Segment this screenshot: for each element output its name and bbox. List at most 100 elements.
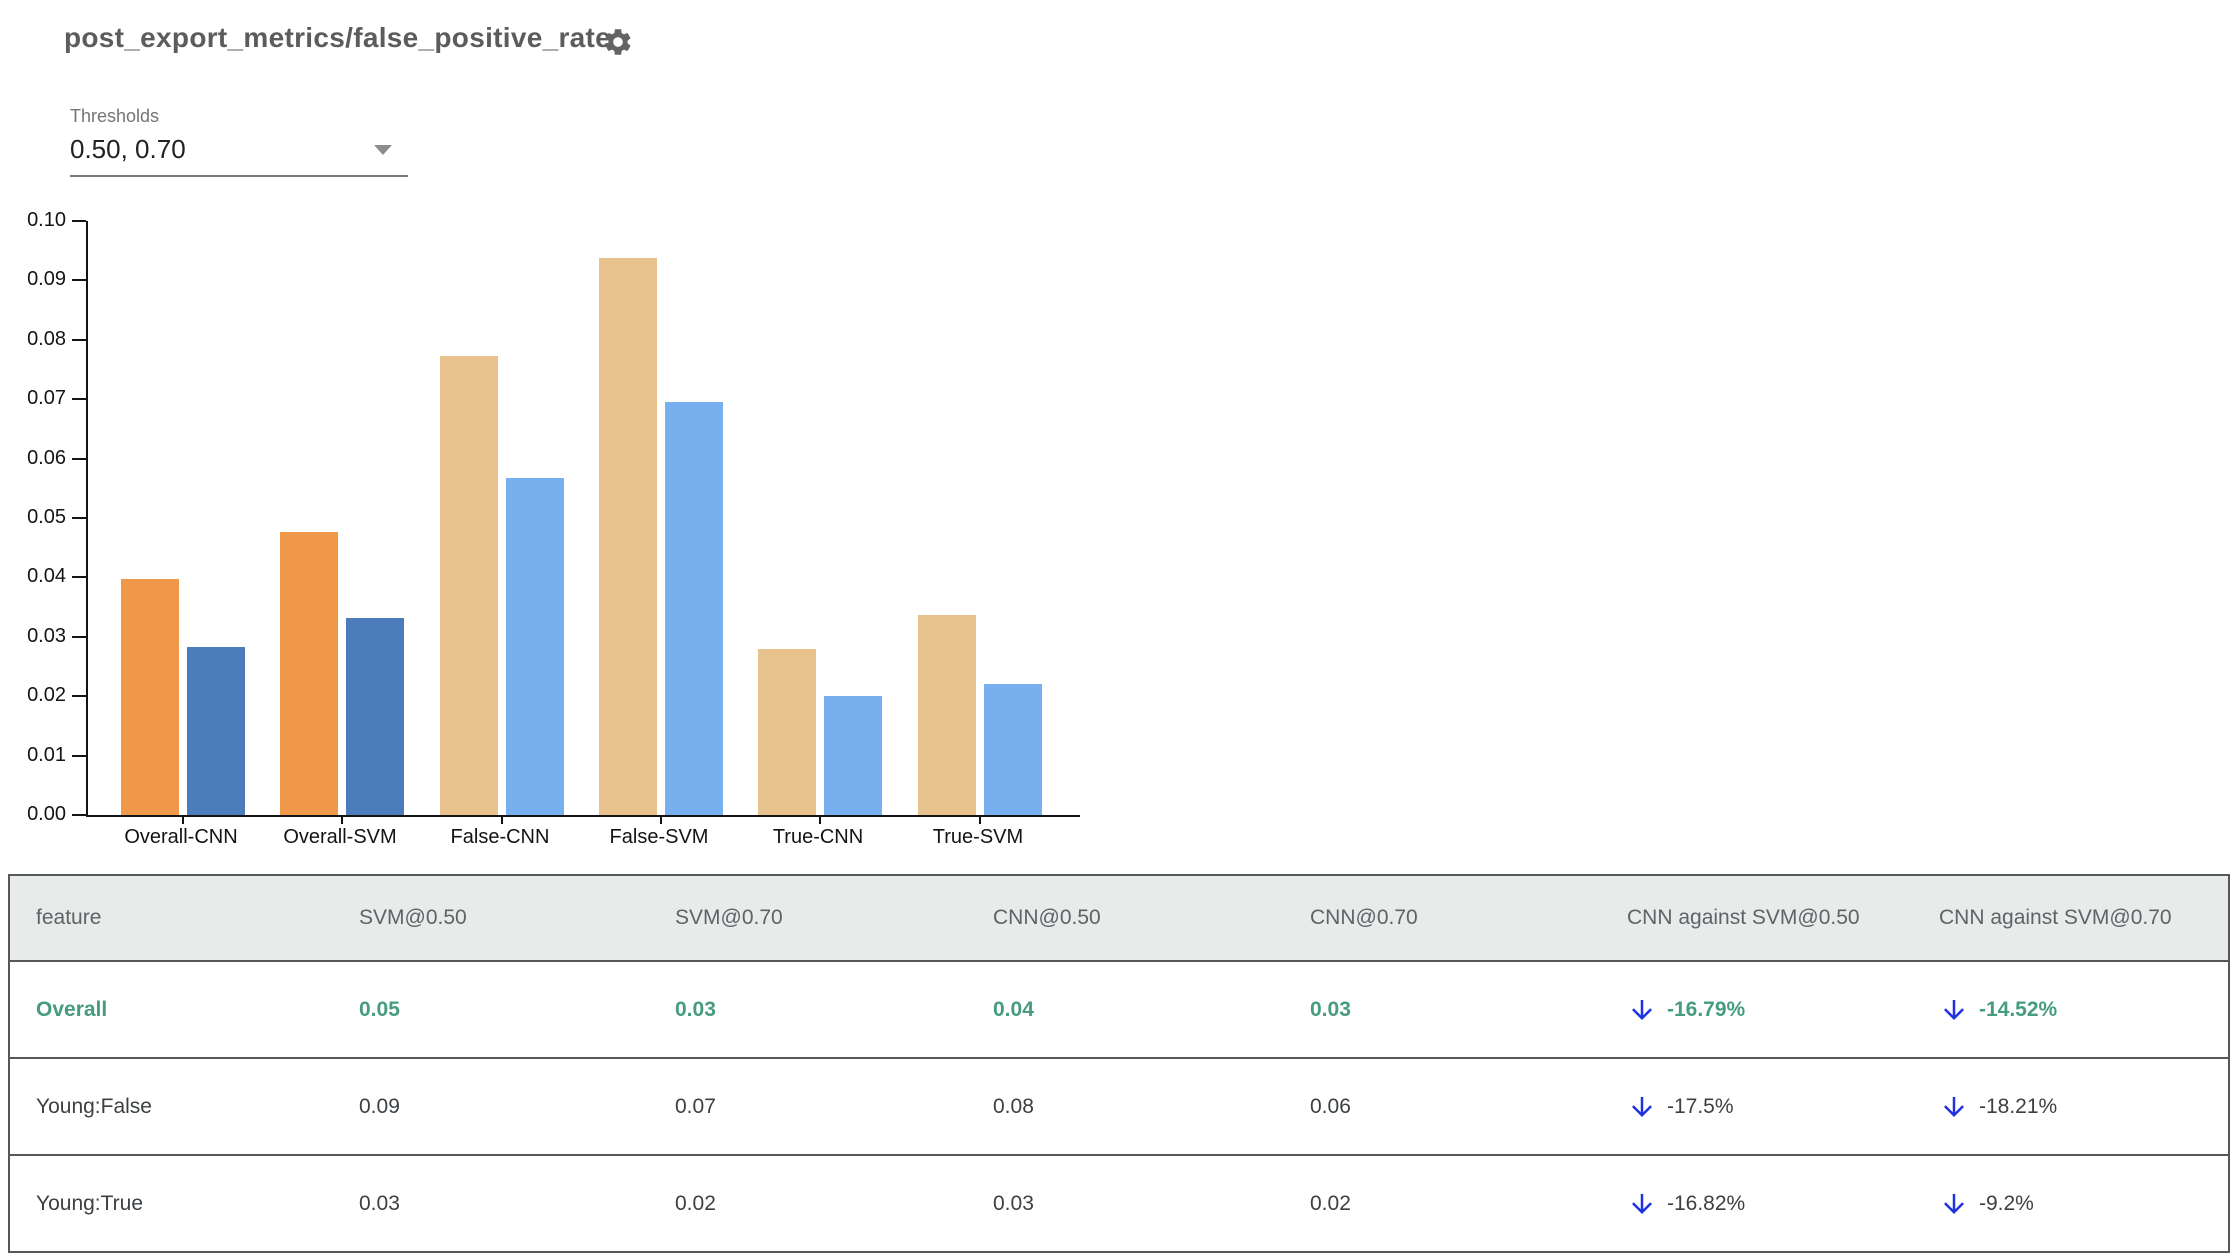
x-axis-label-true-svm: True-SVM xyxy=(932,826,1024,848)
bar-true-svm-threshold-0-70[interactable] xyxy=(984,684,1042,815)
metric-value-cell: 0.08 xyxy=(961,1057,1278,1155)
y-axis-label: 0.03 xyxy=(27,624,66,647)
comparison-cell: -9.2% xyxy=(1907,1154,2229,1252)
settings-gear-icon[interactable] xyxy=(602,26,634,58)
bar-false-cnn-threshold-0-50[interactable] xyxy=(440,356,498,815)
comparison-cell: -16.79% xyxy=(1595,960,1907,1058)
dropdown-caret-icon xyxy=(374,144,392,155)
thresholds-label: Thresholds xyxy=(70,106,160,126)
down-arrow-icon xyxy=(1632,1193,1652,1214)
bar-group-false-svm xyxy=(599,258,723,815)
y-axis-tick xyxy=(72,814,86,816)
y-axis-tick xyxy=(72,517,86,519)
comparison-cell: -18.21% xyxy=(1907,1057,2229,1155)
thresholds-value: 0.50, 0.70 xyxy=(70,134,186,164)
delta-value: -14.52% xyxy=(1979,997,2058,1021)
metric-value-cell: 0.06 xyxy=(1278,1057,1595,1155)
x-axis-tick xyxy=(819,815,821,824)
down-arrow-icon xyxy=(1944,1193,1964,1214)
y-axis-label: 0.02 xyxy=(27,684,66,707)
y-axis-label: 0.07 xyxy=(27,387,66,410)
feature-cell: Young:True xyxy=(9,1154,327,1252)
bar-overall-svm-threshold-0-70[interactable] xyxy=(346,618,404,815)
bar-group-overall-cnn xyxy=(121,579,245,815)
bar-group-true-cnn xyxy=(758,649,882,815)
y-axis-tick xyxy=(72,220,86,222)
y-axis-tick xyxy=(72,457,86,460)
bar-false-cnn-threshold-0-70[interactable] xyxy=(506,478,564,815)
column-header-cnn-against-svm-0-50: CNN against SVM@0.50 xyxy=(1595,874,1907,961)
table-row-overall[interactable]: Overall 0.05 0.03 0.04 0.03 -16.79% -14.52% xyxy=(9,960,2229,1058)
bar-overall-cnn-threshold-0-70[interactable] xyxy=(187,647,245,815)
metric-value-cell: 0.05 xyxy=(327,960,643,1058)
feature-cell: Overall xyxy=(9,960,327,1058)
down-arrow-icon xyxy=(1632,999,1652,1020)
column-header-svm-0-70: SVM@0.70 xyxy=(643,874,961,961)
x-axis-label-false-cnn: False-CNN xyxy=(450,826,550,848)
delta-value: -16.79% xyxy=(1667,997,1746,1021)
bar-chart: 0.00 0.01 0.02 0.03 0.04 0.05 0.06 0.07 0.08 0.09… xyxy=(0,0,1200,880)
table-header-row: feature SVM@0.50 SVM@0.70 CNN@0.50 CNN@0.70 C… xyxy=(9,874,2229,961)
column-header-cnn-0-70: CNN@0.70 xyxy=(1278,874,1595,961)
y-axis-label: 0.04 xyxy=(27,565,66,588)
feature-cell: Young:False xyxy=(9,1057,327,1155)
bar-true-cnn-threshold-0-70[interactable] xyxy=(824,696,882,815)
y-axis-label: 0.10 xyxy=(27,209,66,231)
bar-false-svm-threshold-0-50[interactable] xyxy=(599,258,657,815)
y-axis-label: 0.06 xyxy=(27,446,66,469)
metric-value-cell: 0.09 xyxy=(327,1057,643,1155)
metrics-table: feature SVM@0.50 SVM@0.70 CNN@0.50 CNN@0.70 C… xyxy=(8,874,2230,1253)
x-axis-tick xyxy=(182,815,184,824)
bar-overall-cnn-threshold-0-50[interactable] xyxy=(121,579,179,815)
metric-value-cell: 0.03 xyxy=(961,1154,1278,1252)
x-axis-label-true-cnn: True-CNN xyxy=(772,826,864,848)
thresholds-dropdown[interactable]: Thresholds 0.50, 0.70 xyxy=(70,106,408,177)
y-axis-tick xyxy=(72,338,86,341)
down-arrow-icon xyxy=(1944,1096,1964,1117)
x-axis-tick xyxy=(660,815,662,824)
x-axis-label-overall-svm: Overall-SVM xyxy=(283,826,397,848)
comparison-cell: -16.82% xyxy=(1595,1154,1907,1252)
thresholds-select[interactable]: 0.50, 0.70 xyxy=(70,134,408,177)
page-title: post_export_metrics/false_positive_rate xyxy=(64,22,612,53)
metric-value-cell: 0.02 xyxy=(643,1154,961,1252)
bar-overall-svm-threshold-0-50[interactable] xyxy=(280,532,338,815)
bar-group-true-svm xyxy=(918,615,1042,815)
bar-false-svm-threshold-0-70[interactable] xyxy=(665,402,723,815)
metric-value-cell: 0.03 xyxy=(643,960,961,1058)
y-axis-tick xyxy=(72,279,86,282)
chart-plot-area: 0.00 0.01 0.02 0.03 0.04 0.05 0.06 0.07 0.08 0.09… xyxy=(27,209,1080,825)
y-axis-label: 0.05 xyxy=(27,506,66,528)
y-axis-label: 0.09 xyxy=(27,268,66,291)
metric-value-cell: 0.02 xyxy=(1278,1154,1595,1252)
metric-value-cell: 0.04 xyxy=(961,960,1278,1058)
x-axis-label-false-svm: False-SVM xyxy=(609,826,709,848)
comparison-cell: -14.52% xyxy=(1907,960,2229,1058)
table-row-young-false[interactable]: Young:False 0.09 0.07 0.08 0.06 -17.5% -18.21% xyxy=(9,1057,2229,1155)
column-header-svm-0-50: SVM@0.50 xyxy=(327,874,643,961)
y-axis-tick xyxy=(72,754,86,757)
gear-icon xyxy=(605,29,631,55)
bar-true-svm-threshold-0-50[interactable] xyxy=(918,615,976,815)
down-arrow-icon xyxy=(1944,999,1964,1020)
column-header-feature: feature xyxy=(9,874,327,961)
y-axis-tick xyxy=(72,695,86,698)
comparison-cell: -17.5% xyxy=(1595,1057,1907,1155)
y-axis-tick xyxy=(72,398,86,401)
delta-value: -16.82% xyxy=(1667,1191,1746,1215)
metric-value-cell: 0.03 xyxy=(327,1154,643,1252)
metric-value-cell: 0.03 xyxy=(1278,960,1595,1058)
metric-value-cell: 0.07 xyxy=(643,1057,961,1155)
bar-true-cnn-threshold-0-50[interactable] xyxy=(758,649,816,815)
delta-value: -18.21% xyxy=(1979,1094,2058,1118)
x-axis-tick xyxy=(501,815,503,824)
y-axis-label: 0.08 xyxy=(27,327,66,350)
y-axis-tick xyxy=(72,576,86,579)
delta-value: -9.2% xyxy=(1979,1191,2034,1215)
table-row-young-true[interactable]: Young:True 0.03 0.02 0.03 0.02 -16.82% -9.2% xyxy=(9,1154,2229,1252)
y-axis-label: 0.01 xyxy=(27,743,66,766)
x-axis-tick xyxy=(341,815,343,824)
bar-group-false-cnn xyxy=(440,356,564,815)
column-header-cnn-against-svm-0-70: CNN against SVM@0.70 xyxy=(1907,874,2229,961)
column-header-cnn-0-50: CNN@0.50 xyxy=(961,874,1278,961)
